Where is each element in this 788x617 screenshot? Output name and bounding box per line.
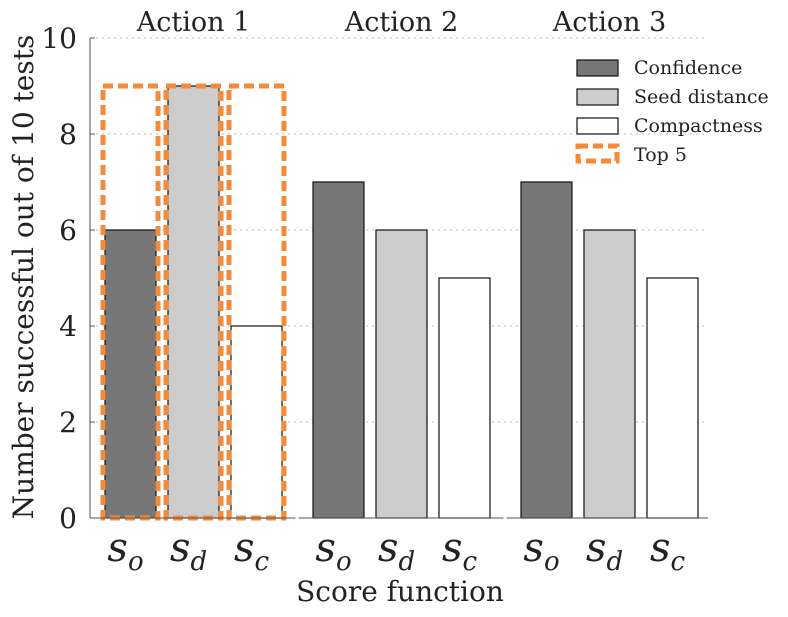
x-tick-label-3-s-d: sd <box>586 525 623 577</box>
legend-swatch-2 <box>576 88 619 106</box>
y-tick-label-2: 2 <box>59 406 77 439</box>
x-tick-main: s <box>442 525 463 571</box>
x-tick-label-2-s-d: sd <box>378 525 415 577</box>
bar-action-3-s-d <box>583 229 636 519</box>
x-tick-main: s <box>315 525 336 571</box>
bar-action-3-s-c <box>646 277 699 519</box>
bar-action-2-s-d <box>375 229 428 519</box>
panel-title-3: Action 3 <box>552 7 667 38</box>
x-tick-label-3-s-o: so <box>523 525 559 577</box>
x-tick-main: s <box>378 525 399 571</box>
x-tick-label-1-s-d: sd <box>170 525 207 577</box>
legend-swatch-1 <box>576 59 619 77</box>
y-tick-label-10: 10 <box>41 22 77 55</box>
x-tick-main: s <box>170 525 191 571</box>
x-tick-label-2-s-o: so <box>315 525 351 577</box>
legend-label-4: Top 5 <box>634 144 687 166</box>
bar-action-1-s-c <box>230 325 283 519</box>
x-tick-main: s <box>107 525 128 571</box>
y-tick-label-8: 8 <box>59 118 77 151</box>
x-tick-main: s <box>523 525 544 571</box>
x-tick-subscript: c <box>462 547 477 577</box>
legend-label-3: Compactness <box>634 115 763 137</box>
legend-swatch-top5 <box>575 143 620 164</box>
x-tick-label-1-s-o: so <box>107 525 143 577</box>
bar-action-1-s-o <box>104 229 157 519</box>
x-tick-subscript: d <box>190 547 207 577</box>
x-tick-label-1-s-c: sc <box>234 525 270 577</box>
axes-layer <box>89 37 708 520</box>
legend-label-1: Confidence <box>634 57 742 79</box>
x-tick-main: s <box>234 525 255 571</box>
x-tick-subscript: c <box>670 547 685 577</box>
bar-action-2-s-o <box>312 181 365 519</box>
x-tick-subscript: o <box>544 547 560 577</box>
legend-swatch-3 <box>576 117 619 135</box>
x-tick-main: s <box>586 525 607 571</box>
y-tick-label-4: 4 <box>59 310 77 343</box>
panel-title-1: Action 1 <box>136 7 251 38</box>
legend: Confidence Seed distance Compactness Top 5 <box>575 57 769 166</box>
x-tick-subscript: d <box>398 547 415 577</box>
x-tick-subscript: o <box>128 547 144 577</box>
y-tick-label-6: 6 <box>59 214 77 247</box>
bar-action-3-s-o <box>520 181 573 519</box>
x-tick-main: s <box>650 525 671 571</box>
bar-action-2-s-c <box>438 277 491 519</box>
bars-layer <box>100 83 699 521</box>
x-tick-subscript: d <box>606 547 623 577</box>
y-tick-label-0: 0 <box>59 502 77 535</box>
x-tick-subscript: c <box>254 547 269 577</box>
x-tick-label-2-s-c: sc <box>442 525 478 577</box>
x-axis-label: Score function <box>296 575 504 608</box>
y-axis-label: Number successful out of 10 tests <box>7 35 40 520</box>
x-tick-subscript: o <box>336 547 352 577</box>
x-tick-label-3-s-c: sc <box>650 525 686 577</box>
legend-label-2: Seed distance <box>634 86 769 108</box>
panel-title-2: Action 2 <box>344 7 459 38</box>
bar-action-1-s-d <box>167 85 220 519</box>
